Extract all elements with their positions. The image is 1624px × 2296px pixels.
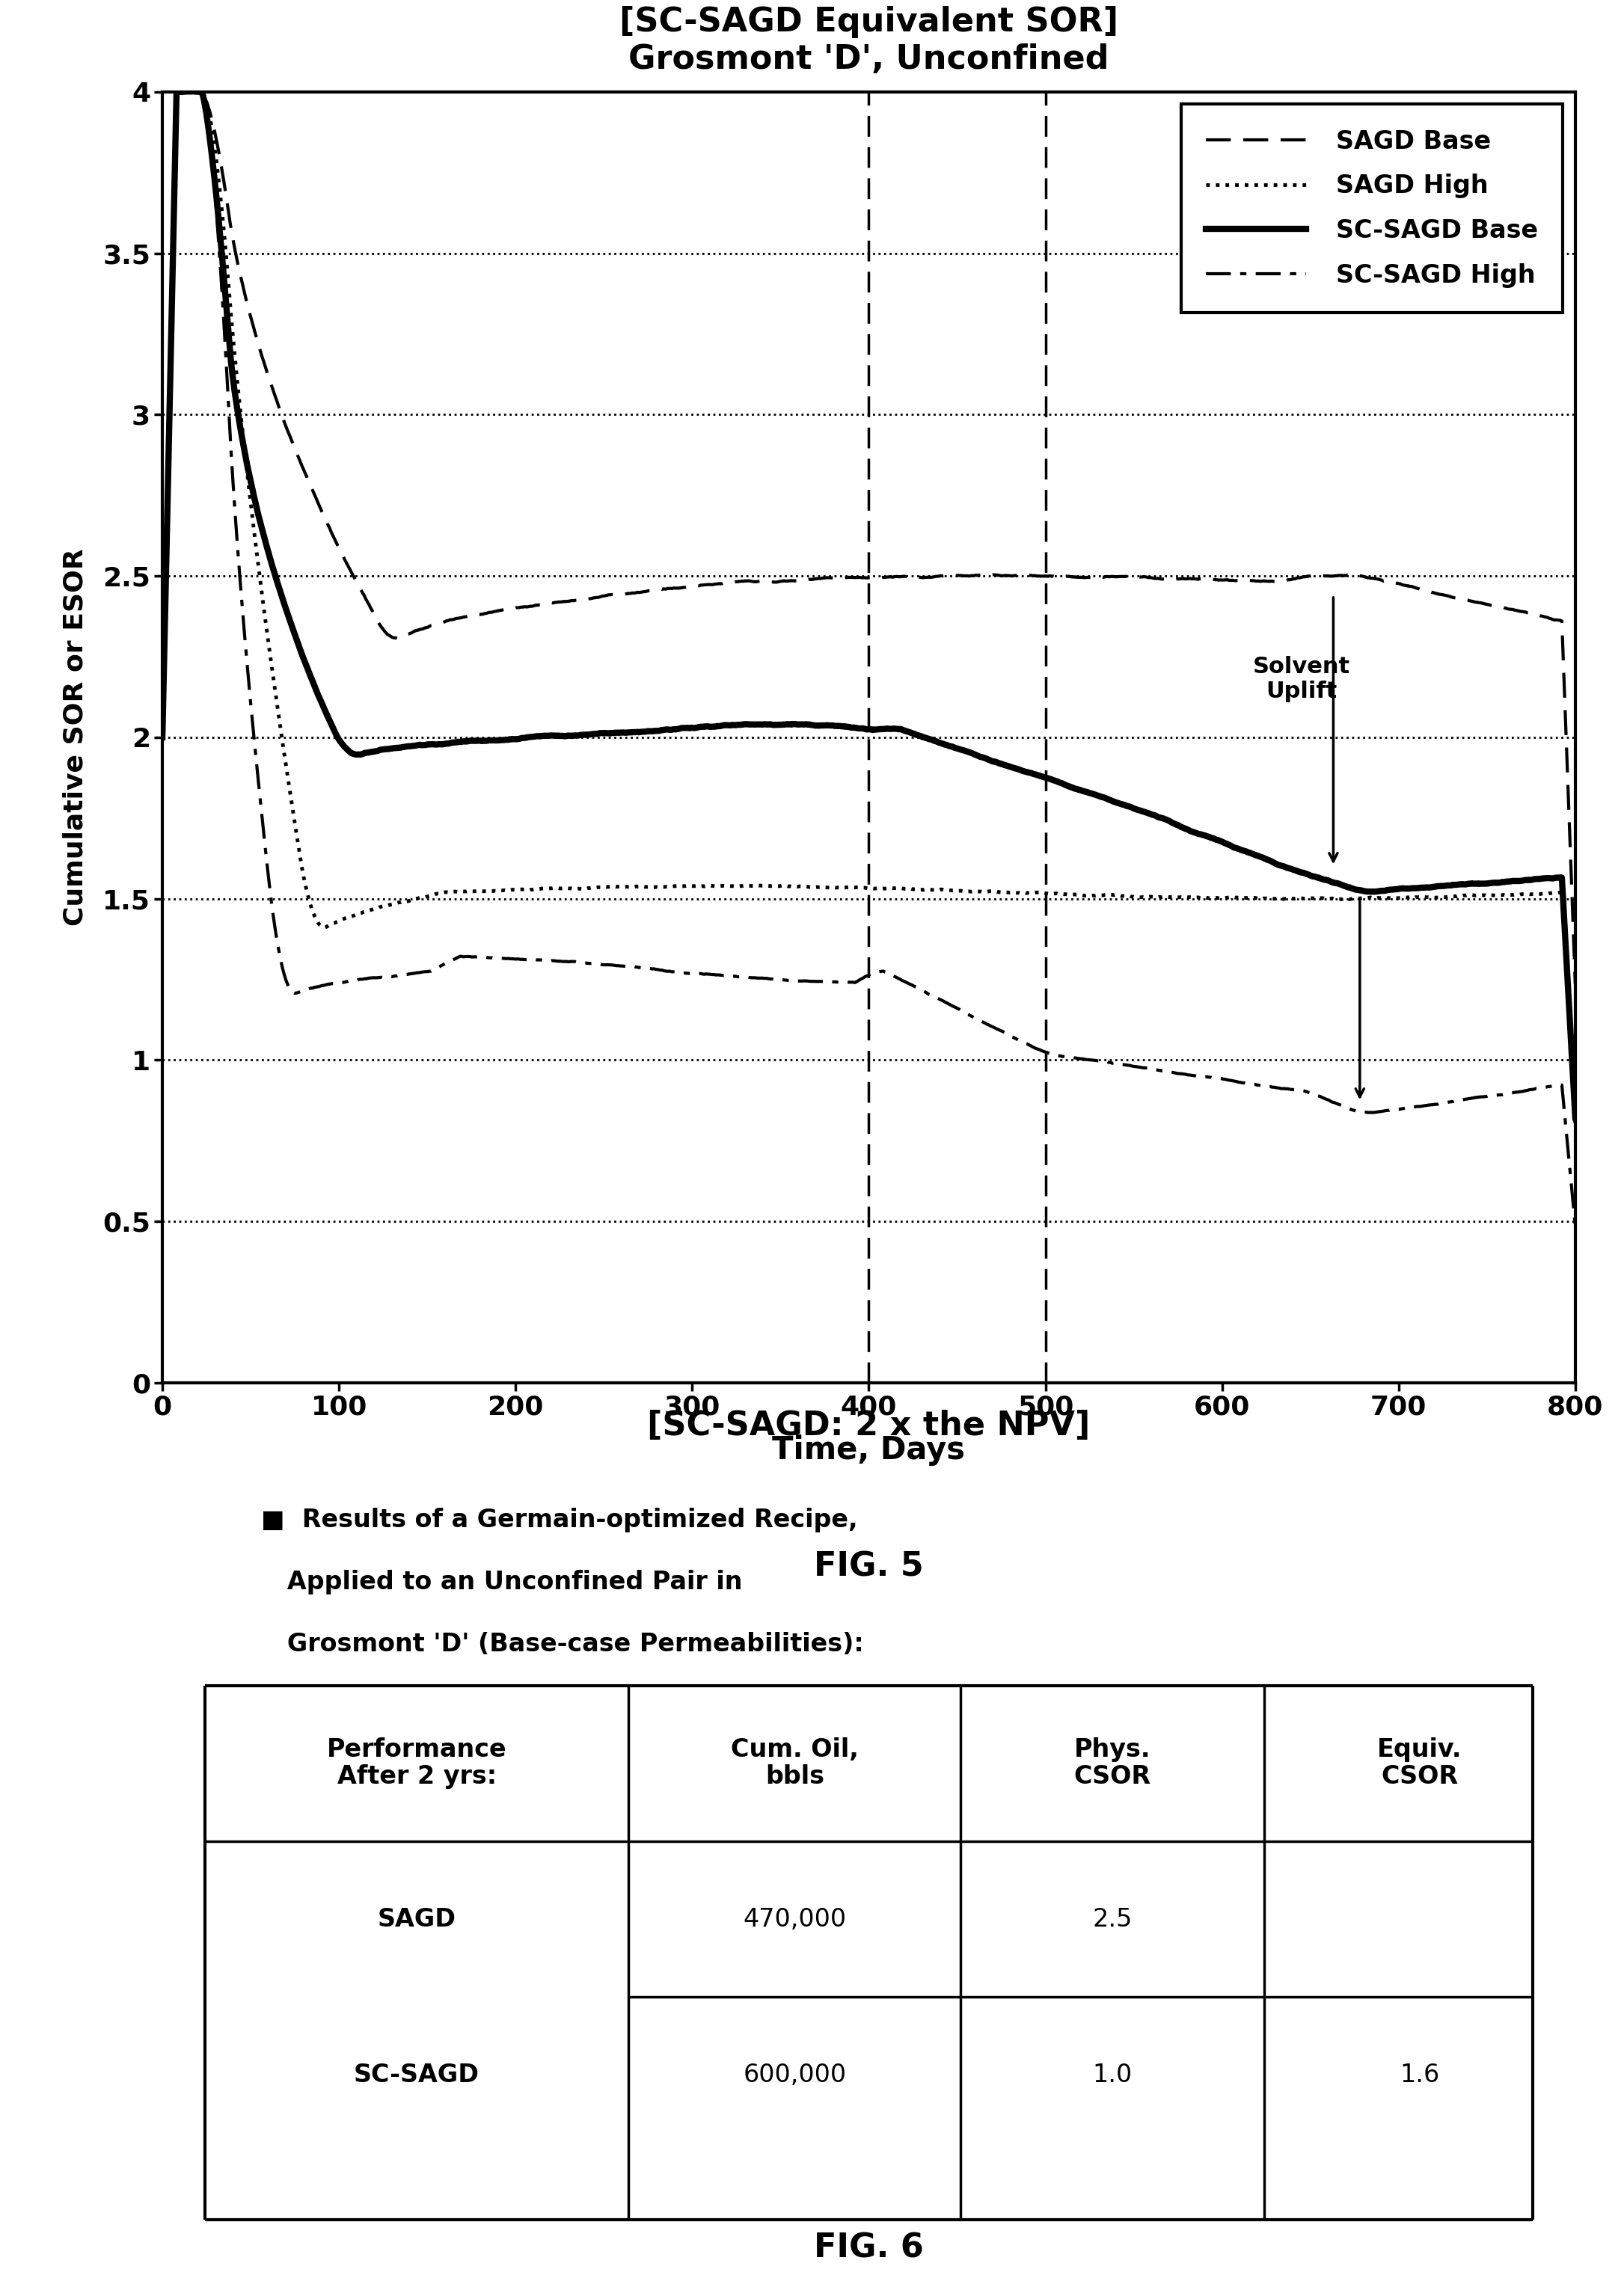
SAGD High (802, 872, 822, 900)
SAGD Base (1265, 567, 1285, 595)
Text: ■  Results of a Germain-optimized Recipe,: ■ Results of a Germain-optimized Recipe, (261, 1508, 857, 1531)
SAGD Base (1525, 602, 1544, 629)
SAGD Base (226, 236, 245, 264)
Line: SAGD Base: SAGD Base (162, 90, 1575, 985)
Text: Phys.: Phys. (1073, 1738, 1151, 1763)
SC-SAGD Base (840, 714, 859, 742)
Line: SC-SAGD Base: SC-SAGD Base (162, 92, 1575, 1118)
SAGD High (153, 723, 172, 751)
Title: [SC-SAGD Equivalent SOR]
Grosmont 'D', Unconfined: [SC-SAGD Equivalent SOR] Grosmont 'D', U… (619, 7, 1119, 76)
Text: Grosmont 'D' (Base-case Permeabilities):: Grosmont 'D' (Base-case Permeabilities): (261, 1632, 864, 1658)
SC-SAGD High (1525, 1075, 1544, 1102)
SC-SAGD High (1525, 1075, 1544, 1102)
Text: 470,000: 470,000 (744, 1906, 846, 1931)
SAGD Base (1566, 971, 1585, 999)
SAGD High (184, 78, 203, 106)
Text: bbls: bbls (765, 1763, 825, 1789)
SC-SAGD Base (1525, 866, 1544, 893)
SAGD Base (802, 565, 822, 592)
Text: SC-SAGD: SC-SAGD (354, 2062, 479, 2087)
Text: Equiv.: Equiv. (1377, 1738, 1462, 1763)
Text: Performance: Performance (326, 1738, 507, 1763)
SC-SAGD Base (1525, 866, 1544, 893)
SC-SAGD Base (153, 723, 172, 751)
SC-SAGD Base (226, 381, 245, 409)
X-axis label: Time, Days: Time, Days (773, 1435, 965, 1467)
Text: CSOR: CSOR (1382, 1763, 1458, 1789)
Text: 1.6: 1.6 (1400, 2062, 1440, 2087)
Text: Cum. Oil,: Cum. Oil, (731, 1738, 859, 1763)
Line: SC-SAGD High: SC-SAGD High (162, 92, 1575, 1226)
SC-SAGD High (840, 969, 859, 996)
Text: SAGD: SAGD (377, 1906, 456, 1931)
Text: Applied to an Unconfined Pair in: Applied to an Unconfined Pair in (261, 1570, 742, 1593)
SC-SAGD Base (1265, 850, 1285, 877)
Text: 2.5: 2.5 (1093, 1906, 1132, 1931)
Text: After 2 yrs:: After 2 yrs: (338, 1763, 497, 1789)
SAGD High (1265, 884, 1285, 912)
SAGD High (226, 347, 245, 374)
SC-SAGD High (1566, 1212, 1585, 1240)
Text: CSOR: CSOR (1073, 1763, 1151, 1789)
SC-SAGD High (153, 723, 172, 751)
SAGD High (1566, 1111, 1585, 1139)
Text: FIG. 5: FIG. 5 (814, 1550, 924, 1582)
SC-SAGD Base (184, 78, 203, 106)
SAGD Base (840, 565, 859, 592)
SC-SAGD High (802, 967, 822, 994)
Line: SAGD High: SAGD High (162, 92, 1575, 1125)
SC-SAGD High (1265, 1075, 1285, 1102)
SC-SAGD Base (802, 712, 822, 739)
SAGD Base (1525, 602, 1544, 629)
Legend: SAGD Base, SAGD High, SC-SAGD Base, SC-SAGD High: SAGD Base, SAGD High, SC-SAGD Base, SC-S… (1181, 103, 1562, 312)
Y-axis label: Cumulative SOR or ESOR: Cumulative SOR or ESOR (63, 549, 88, 925)
SC-SAGD Base (1566, 1104, 1585, 1132)
SAGD High (1525, 882, 1544, 909)
SAGD High (1525, 879, 1544, 907)
SAGD Base (153, 723, 172, 751)
Text: [SC-SAGD: 2 x the NPV]: [SC-SAGD: 2 x the NPV] (648, 1410, 1090, 1442)
Text: Solvent
Uplift: Solvent Uplift (1252, 657, 1350, 703)
SAGD Base (167, 76, 187, 103)
Text: FIG. 6: FIG. 6 (814, 2232, 924, 2264)
Text: 1.0: 1.0 (1093, 2062, 1132, 2087)
SAGD High (840, 875, 859, 902)
SC-SAGD High (180, 78, 200, 106)
SC-SAGD High (226, 501, 245, 528)
Text: 600,000: 600,000 (744, 2062, 846, 2087)
